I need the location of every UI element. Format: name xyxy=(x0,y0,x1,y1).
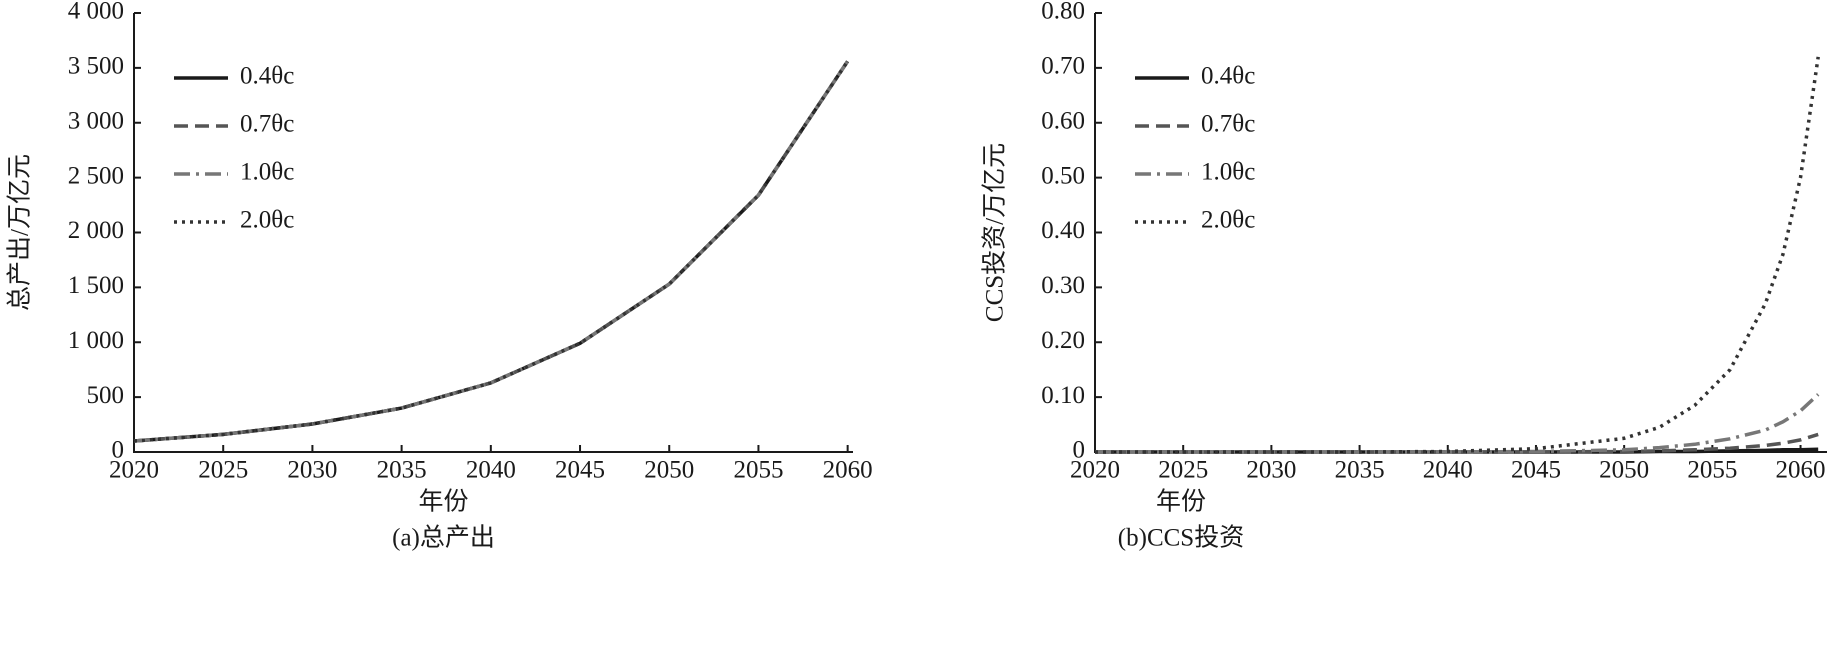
x-tick-label: 2020 xyxy=(1070,457,1120,484)
x-tick-label: 2045 xyxy=(555,457,605,484)
y-tick-label: 0.10 xyxy=(1041,382,1085,409)
caption: (a)总产出 xyxy=(392,524,495,552)
x-tick-label: 2025 xyxy=(198,457,248,484)
legend-label: 0.7θc xyxy=(240,111,294,138)
legend-label: 0.7θc xyxy=(1201,111,1255,138)
series-line xyxy=(1095,432,1819,454)
legend-label: 0.4θc xyxy=(240,63,294,90)
x-tick-label: 2055 xyxy=(1687,457,1737,484)
y-tick-label: 1 500 xyxy=(68,272,124,299)
series-line xyxy=(133,60,850,443)
x-tick-label: 2040 xyxy=(1423,457,1473,484)
legend-label: 0.4θc xyxy=(1201,63,1255,90)
x-tick-label: 2050 xyxy=(644,457,694,484)
y-tick-label: 2 000 xyxy=(68,217,124,244)
caption: (b)CCS投资 xyxy=(1118,524,1244,552)
y-tick-label: 0.30 xyxy=(1041,272,1085,299)
y-tick-label: 0.70 xyxy=(1041,53,1085,80)
y-axis-label: CCS投资/万亿元 xyxy=(981,143,1009,322)
y-tick-label: 500 xyxy=(87,382,125,409)
x-tick-label: 2055 xyxy=(733,457,783,484)
series-line xyxy=(133,60,850,443)
y-tick-label: 0.50 xyxy=(1041,162,1085,189)
x-axis-label: 年份 xyxy=(1156,488,1206,516)
x-tick-label: 2030 xyxy=(287,457,337,484)
x-tick-label: 2025 xyxy=(1158,457,1208,484)
y-tick-label: 1 000 xyxy=(68,327,124,354)
x-tick-label: 2035 xyxy=(377,457,427,484)
x-tick-label: 2040 xyxy=(466,457,516,484)
y-tick-label: 3 500 xyxy=(68,53,124,80)
y-tick-label: 0.80 xyxy=(1041,0,1085,25)
x-tick-label: 2035 xyxy=(1335,457,1385,484)
x-tick-label: 2060 xyxy=(823,457,873,484)
legend-label: 1.0θc xyxy=(1201,159,1255,186)
x-tick-label: 2050 xyxy=(1599,457,1649,484)
y-tick-label: 3 000 xyxy=(68,107,124,134)
y-axis-label: 总产出/万亿元 xyxy=(6,154,34,311)
series-line xyxy=(1095,56,1820,454)
legend-label: 1.0θc xyxy=(240,159,294,186)
x-tick-label: 2020 xyxy=(109,457,159,484)
y-tick-label: 0 xyxy=(112,437,125,464)
series-line xyxy=(1095,393,1820,454)
x-tick-label: 2030 xyxy=(1246,457,1296,484)
x-tick-label: 2045 xyxy=(1511,457,1561,484)
legend-label: 2.0θc xyxy=(240,207,294,234)
y-tick-label: 0 xyxy=(1073,437,1086,464)
y-tick-label: 0.60 xyxy=(1041,107,1085,134)
legend-label: 2.0θc xyxy=(1201,207,1255,234)
y-tick-label: 0.20 xyxy=(1041,327,1085,354)
y-tick-label: 0.40 xyxy=(1041,217,1085,244)
x-tick-label: 2060 xyxy=(1776,457,1826,484)
y-tick-label: 2 500 xyxy=(68,162,124,189)
y-tick-label: 4 000 xyxy=(68,0,124,25)
x-axis-label: 年份 xyxy=(418,488,468,516)
